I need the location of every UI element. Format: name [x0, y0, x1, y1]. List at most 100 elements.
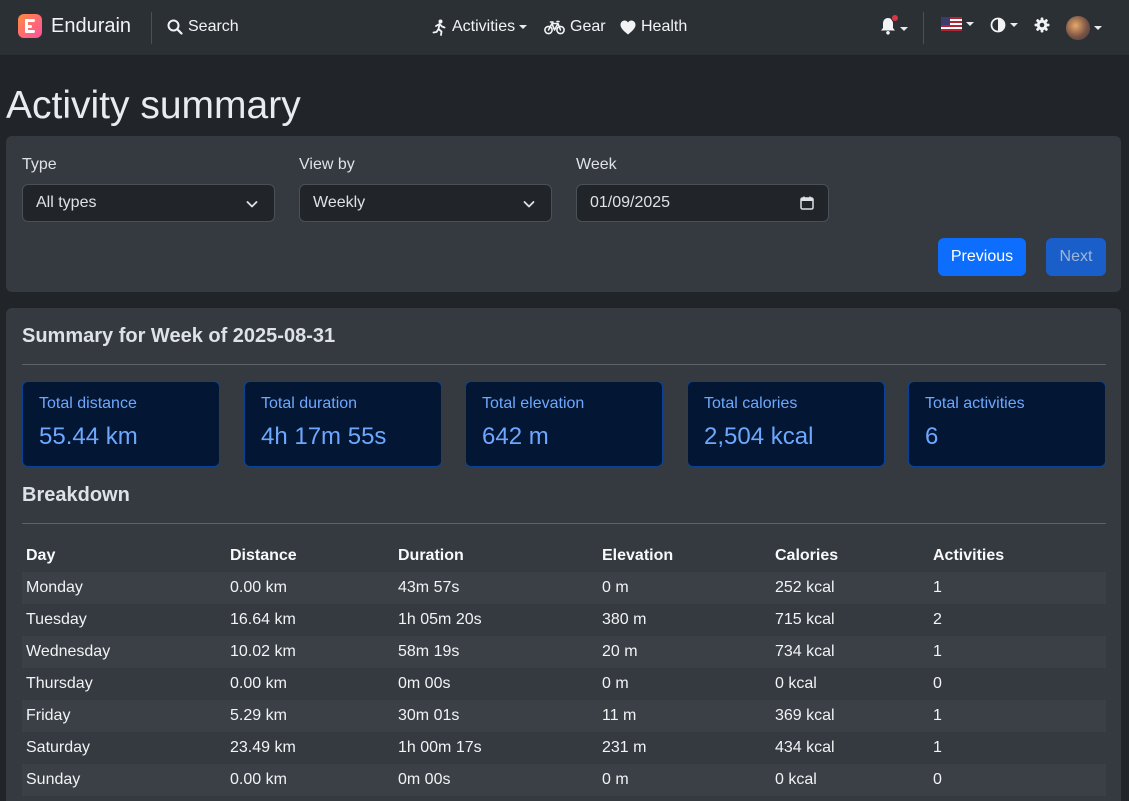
top-navbar: Endurain Search Activities Gear Health	[0, 0, 1129, 56]
table-cell: 58m 19s	[394, 636, 598, 668]
column-header-calories: Calories	[775, 547, 839, 564]
activities-label: Activities	[452, 18, 516, 35]
table-cell: 734 kcal	[771, 636, 929, 668]
notifications-dropdown[interactable]	[880, 14, 908, 40]
next-button[interactable]: Next	[1046, 238, 1106, 276]
table-cell: Friday	[22, 700, 226, 732]
chevron-down-icon	[966, 22, 974, 26]
table-cell: 43m 57s	[394, 572, 598, 604]
table-cell: 20 m	[598, 636, 771, 668]
table-cell: 434 kcal	[771, 732, 929, 764]
summary-heading: Summary for Week of 2025-08-31	[22, 325, 336, 347]
stat-value: 55.44 km	[39, 423, 138, 450]
type-select[interactable]: All types	[22, 184, 275, 222]
table-cell: Monday	[22, 572, 226, 604]
table-cell: Wednesday	[22, 636, 226, 668]
week-date-value: 01/09/2025	[590, 194, 671, 211]
table-header-row: Day Distance Duration Elevation Calories…	[22, 540, 1106, 572]
page-title: Activity summary	[6, 84, 301, 127]
activities-dropdown[interactable]: Activities	[431, 18, 528, 36]
endurain-logo-icon	[18, 14, 42, 38]
previous-button[interactable]: Previous	[938, 238, 1026, 276]
stat-value: 4h 17m 55s	[261, 423, 387, 450]
contrast-icon	[990, 17, 1006, 33]
table-cell: 2	[929, 604, 1106, 636]
table-row: Monday 0.00 km 43m 57s 0 m 252 kcal 1	[22, 572, 1106, 604]
table-cell: 0m 00s	[394, 764, 598, 796]
user-menu-dropdown[interactable]	[1066, 16, 1102, 40]
table-cell: 0.00 km	[226, 572, 394, 604]
stat-value: 6	[925, 423, 939, 450]
view-by-select[interactable]: Weekly	[299, 184, 552, 222]
column-header-elevation: Elevation	[602, 547, 674, 564]
language-dropdown[interactable]	[941, 17, 974, 31]
stat-card-total-elevation: Total elevation 642 m	[465, 381, 663, 467]
chevron-down-icon	[523, 201, 535, 208]
heart-icon	[620, 20, 636, 34]
table-cell: 5.29 km	[226, 700, 394, 732]
filter-card: Type All types View by Weekly Week 01/09…	[6, 136, 1121, 292]
week-label: Week	[576, 156, 617, 173]
table-row: Saturday 23.49 km 1h 00m 17s 231 m 434 k…	[22, 732, 1106, 764]
type-label: Type	[22, 156, 57, 173]
column-header-day: Day	[26, 547, 56, 564]
chevron-down-icon	[246, 201, 258, 208]
table-cell: 0	[929, 764, 1106, 796]
table-cell: 30m 01s	[394, 700, 598, 732]
chevron-down-icon	[900, 26, 908, 31]
search-label: Search	[188, 18, 239, 35]
stat-card-total-calories: Total calories 2,504 kcal	[687, 381, 885, 467]
divider	[22, 523, 1106, 524]
table-cell: Tuesday	[22, 604, 226, 636]
table-cell: 0 m	[598, 764, 771, 796]
table-cell: 1	[929, 572, 1106, 604]
gear-label: Gear	[570, 18, 606, 35]
column-header-duration: Duration	[398, 547, 464, 564]
summary-card: Summary for Week of 2025-08-31 Total dis…	[6, 308, 1121, 801]
gear-icon	[1034, 17, 1050, 33]
table-cell: 0.00 km	[226, 764, 394, 796]
table-cell: 1	[929, 732, 1106, 764]
brand-link[interactable]: Endurain	[18, 14, 131, 38]
table-row: Friday 5.29 km 30m 01s 11 m 369 kcal 1	[22, 700, 1106, 732]
table-cell: 1h 00m 17s	[394, 732, 598, 764]
theme-dropdown[interactable]	[990, 17, 1018, 33]
us-flag-icon	[941, 17, 962, 31]
table-cell: 0 m	[598, 572, 771, 604]
settings-link[interactable]	[1034, 17, 1050, 33]
calendar-icon[interactable]	[800, 196, 814, 210]
stat-label: Total duration	[261, 395, 358, 412]
week-date-input[interactable]: 01/09/2025	[576, 184, 829, 222]
notification-badge	[891, 14, 899, 22]
table-cell: 11 m	[598, 700, 771, 732]
table-cell: 252 kcal	[771, 572, 929, 604]
nav-divider	[151, 12, 152, 44]
table-cell: 0 kcal	[771, 668, 929, 700]
stat-label: Total elevation	[482, 395, 585, 412]
table-cell: 1	[929, 636, 1106, 668]
gear-link[interactable]: Gear	[544, 18, 606, 36]
table-cell: Sunday	[22, 764, 226, 796]
view-by-label: View by	[299, 156, 355, 173]
table-cell: Saturday	[22, 732, 226, 764]
stat-card-total-activities: Total activities 6	[908, 381, 1106, 467]
type-select-value: All types	[36, 194, 97, 211]
table-row: Wednesday 10.02 km 58m 19s 20 m 734 kcal…	[22, 636, 1106, 668]
stat-label: Total calories	[704, 395, 798, 412]
nav-divider	[923, 12, 924, 44]
running-person-icon	[432, 19, 446, 36]
table-cell: 715 kcal	[771, 604, 929, 636]
stat-value: 2,504 kcal	[704, 423, 814, 450]
search-icon	[167, 19, 183, 35]
chevron-down-icon	[519, 25, 528, 29]
health-link[interactable]: Health	[620, 18, 687, 36]
table-row: Sunday 0.00 km 0m 00s 0 m 0 kcal 0	[22, 764, 1106, 796]
table-cell: Thursday	[22, 668, 226, 700]
stat-label: Total activities	[925, 395, 1025, 412]
table-cell: 16.64 km	[226, 604, 394, 636]
table-cell: 231 m	[598, 732, 771, 764]
table-cell: 1h 05m 20s	[394, 604, 598, 636]
search-link[interactable]: Search	[167, 18, 239, 36]
table-cell: 1	[929, 700, 1106, 732]
table-cell: 380 m	[598, 604, 771, 636]
